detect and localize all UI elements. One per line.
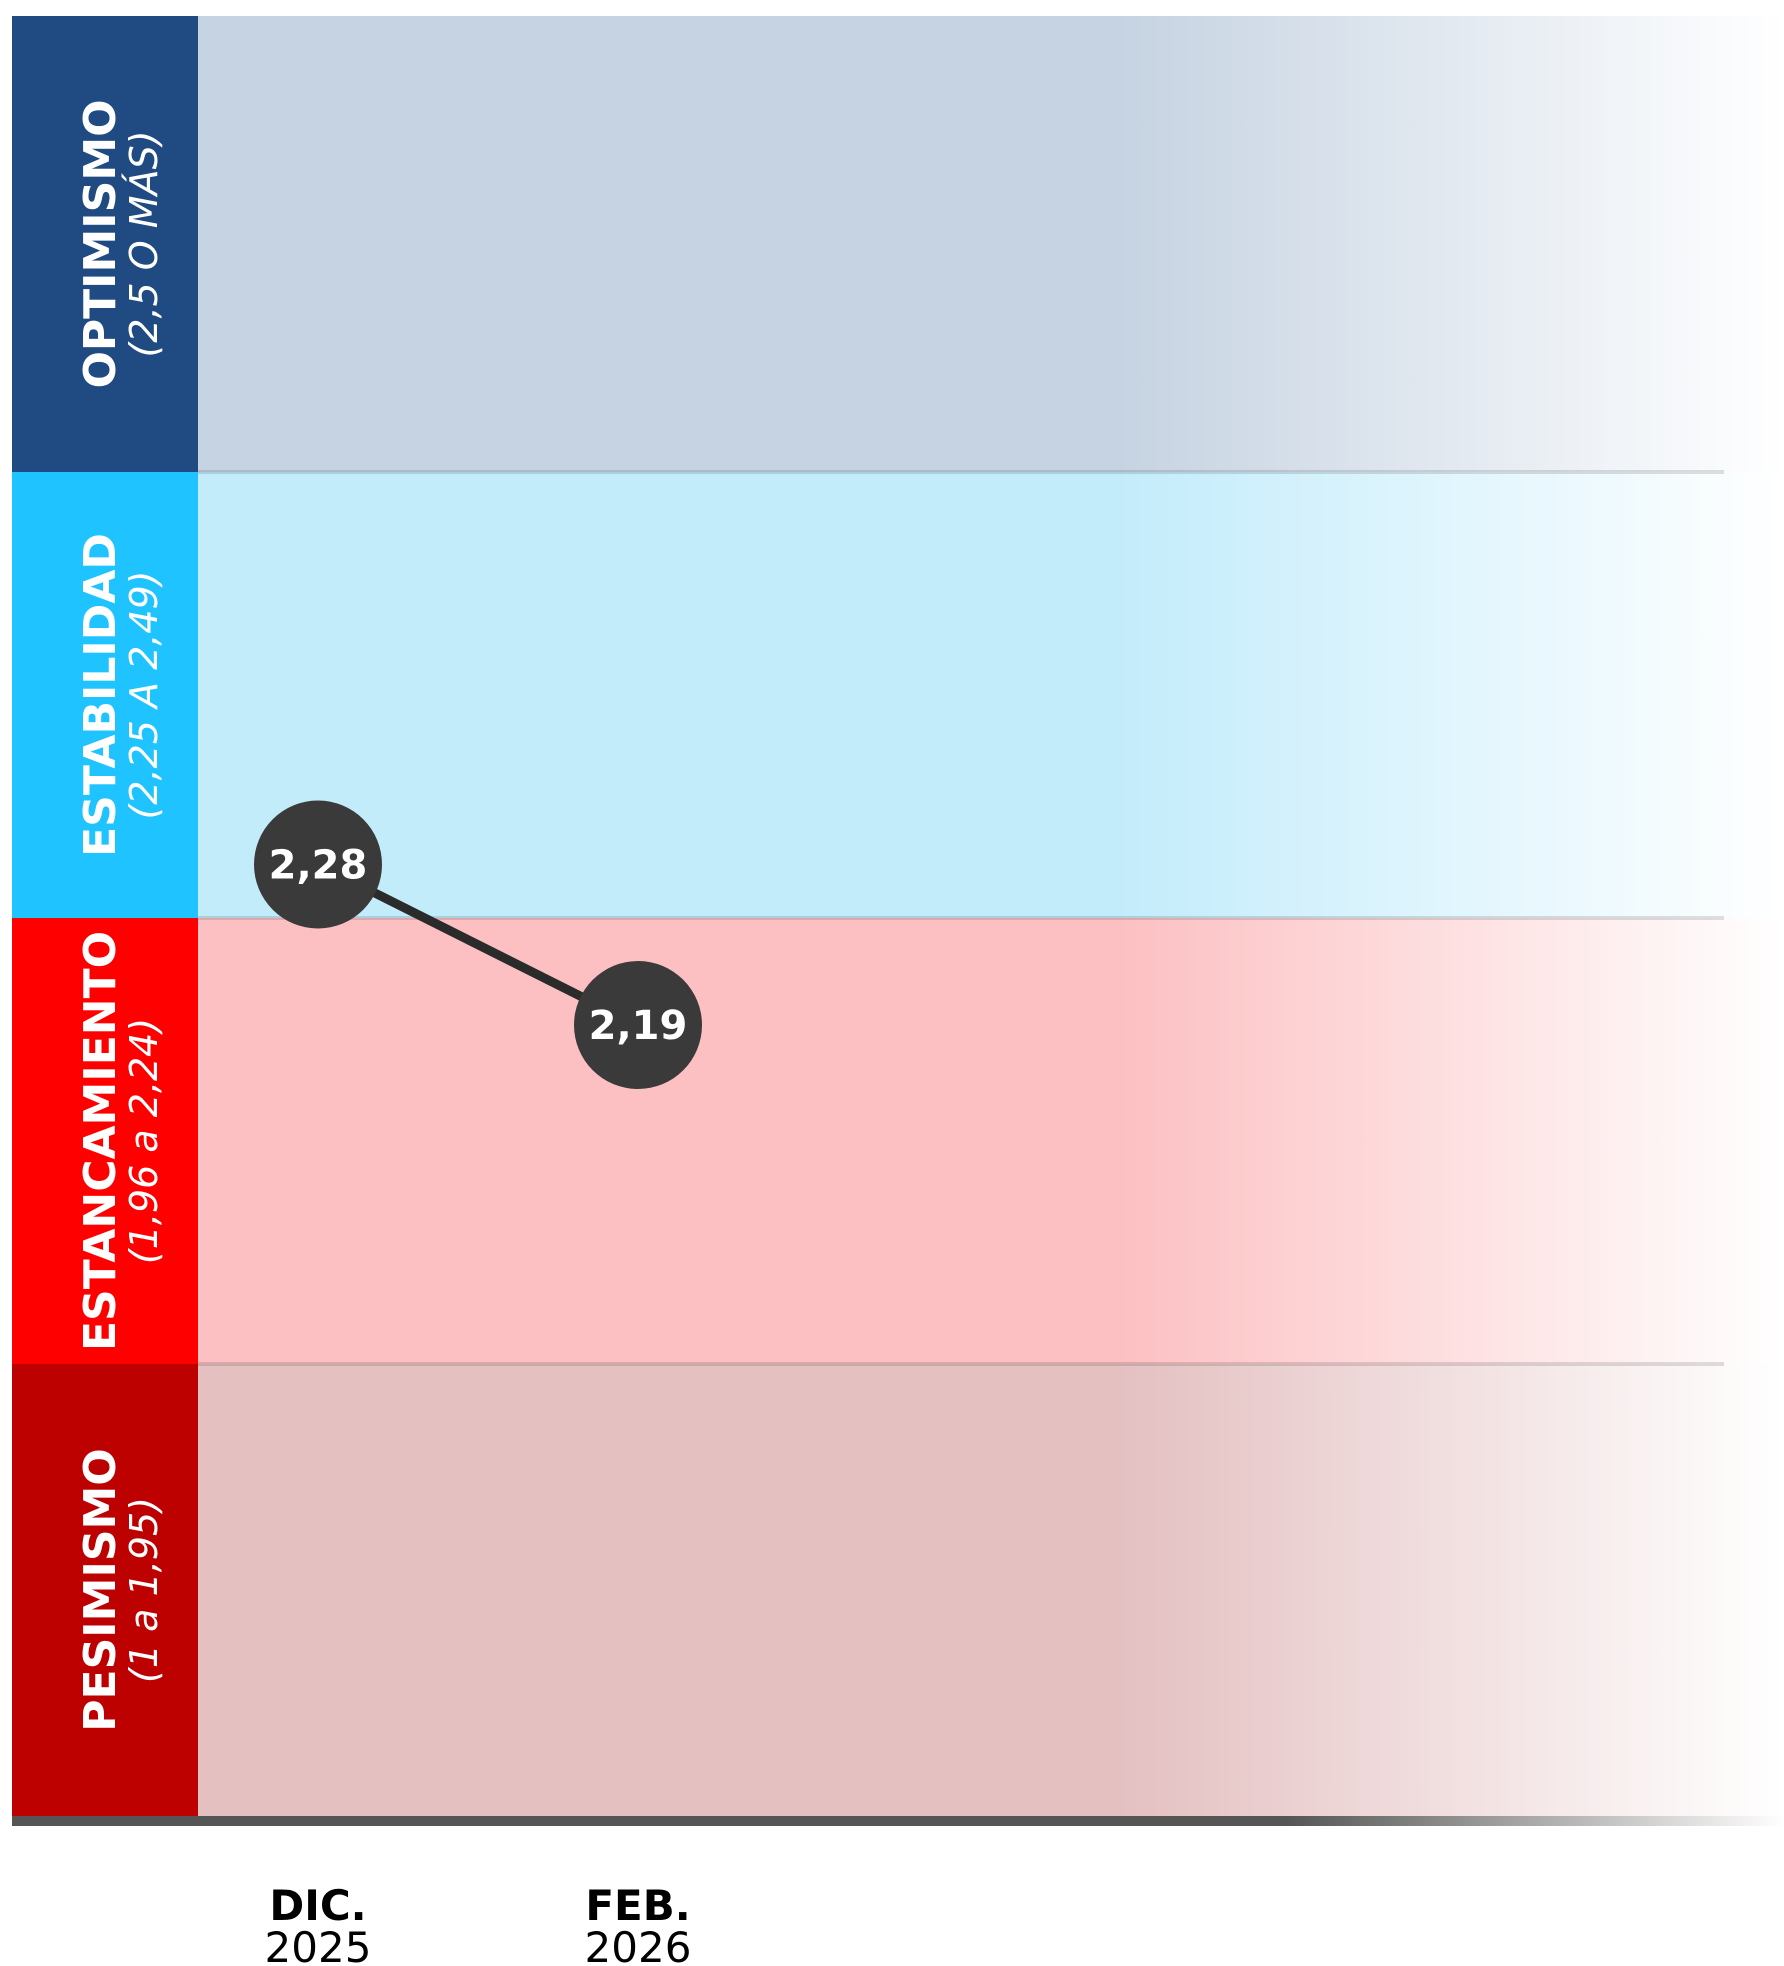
data-point-marker xyxy=(574,961,702,1090)
band-label-box-optimismo xyxy=(12,16,198,472)
grid-layer xyxy=(198,470,1724,1366)
band-boundary-gridline xyxy=(198,470,1724,474)
band-range: (1 a 1,95) xyxy=(122,1497,166,1683)
band-boundary-gridline xyxy=(198,1362,1724,1366)
band-label-box-estancamiento xyxy=(12,918,198,1364)
x-tick-month: DIC. xyxy=(269,1881,366,1930)
band-label-optimismo: OPTIMISMO(2,5 O MÁS) xyxy=(75,99,166,388)
data-point-label: 2,28 xyxy=(269,842,368,888)
x-axis-line xyxy=(12,1816,1784,1826)
band-range: (2,5 O MÁS) xyxy=(122,130,166,357)
x-axis-labels: DIC.2025 FEB.2026 xyxy=(265,1881,692,1966)
band-name: ESTABILIDAD xyxy=(75,533,126,857)
band-label-estabilidad: ESTABILIDAD(2,25 A 2,49) xyxy=(75,533,166,857)
band-name: PESIMISMO xyxy=(75,1448,126,1731)
band-label-box-estabilidad xyxy=(12,472,198,918)
x-tick-year: 2025 xyxy=(265,1923,372,1966)
series-line: 2,28 2,19 xyxy=(254,800,702,1090)
band-label-estancamiento: ESTANCAMIENTO(1,96 a 2,24) xyxy=(75,931,166,1351)
band-boundary-gridline xyxy=(198,916,1724,920)
band-label-pesimismo: PESIMISMO(1 a 1,95) xyxy=(75,1448,166,1731)
right-fade-overlay xyxy=(198,16,1784,1820)
band-range: (2,25 A 2,49) xyxy=(122,570,166,819)
band-labels: OPTIMISMO(2,5 O MÁS) ESTABILIDAD(2,25 A 2… xyxy=(12,16,198,1816)
x-tick-year: 2026 xyxy=(585,1923,692,1966)
band-name: ESTANCAMIENTO xyxy=(75,931,126,1351)
band-name: OPTIMISMO xyxy=(75,99,126,388)
data-point-label: 2,19 xyxy=(589,1003,688,1049)
band-range: (1,96 a 2,24) xyxy=(122,1018,166,1264)
data-point-marker xyxy=(254,800,382,929)
band-label-box-pesimismo xyxy=(12,1364,198,1816)
x-tick-month: FEB. xyxy=(585,1881,690,1930)
